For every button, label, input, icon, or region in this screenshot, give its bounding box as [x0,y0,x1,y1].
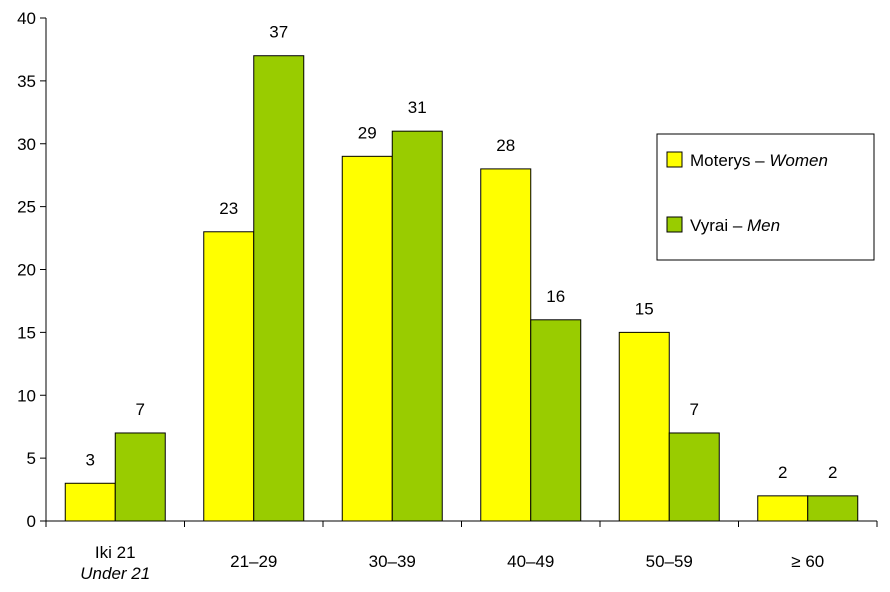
y-tick-label: 35 [17,72,36,91]
bar-men [253,55,305,522]
legend-box [656,133,875,261]
data-label: 29 [358,123,377,142]
legend-swatch [666,151,683,168]
bar-women [757,495,809,522]
x-tick-sublabel: Under 21 [80,564,150,583]
bar-women [480,168,532,522]
data-label: 7 [136,400,145,419]
y-axis: 0 5 10 15 20 25 30 35 40 [17,9,47,531]
bar-men [114,432,166,522]
bar-women [341,155,393,522]
legend-label: Vyrai – Men [690,216,780,235]
data-label: 2 [778,463,787,482]
data-label: 37 [269,23,288,42]
bar-women [64,482,116,522]
x-tick-label: ≥ 60 [791,552,824,571]
x-tick-label: 30–39 [369,552,416,571]
y-tick-label: 15 [17,323,36,342]
bar-women [203,231,255,522]
bar-men [807,495,859,522]
legend-label: Moterys – Women [690,151,828,170]
bar-men [530,319,582,522]
y-tick-label: 20 [17,261,36,280]
data-label: 3 [86,450,95,469]
y-tick-label: 25 [17,198,36,217]
bars [64,55,859,522]
x-tick-label: 40–49 [507,552,554,571]
y-tick-label: 0 [27,512,36,531]
data-label: 16 [546,287,565,306]
bar-men [391,130,443,522]
x-tick-label: 21–29 [230,552,277,571]
y-tick-label: 5 [27,449,36,468]
legend-swatch [666,216,683,233]
y-tick-label: 30 [17,135,36,154]
legend: Moterys – Women Vyrai – Men [656,133,875,261]
data-label: 7 [690,400,699,419]
bar-women [618,331,670,522]
data-label: 2 [828,463,837,482]
x-tick-label: 50–59 [646,552,693,571]
data-label: 31 [408,98,427,117]
bar-men [668,432,720,522]
data-label: 23 [219,199,238,218]
data-label: 28 [496,136,515,155]
x-tick-label: Iki 21 [95,543,136,562]
x-axis: Iki 21 Under 21 21–29 30–39 40–49 50–59 ≥ 60 [45,520,878,583]
y-tick-label: 10 [17,386,36,405]
y-tick-label: 40 [17,9,36,28]
data-label: 15 [635,299,654,318]
